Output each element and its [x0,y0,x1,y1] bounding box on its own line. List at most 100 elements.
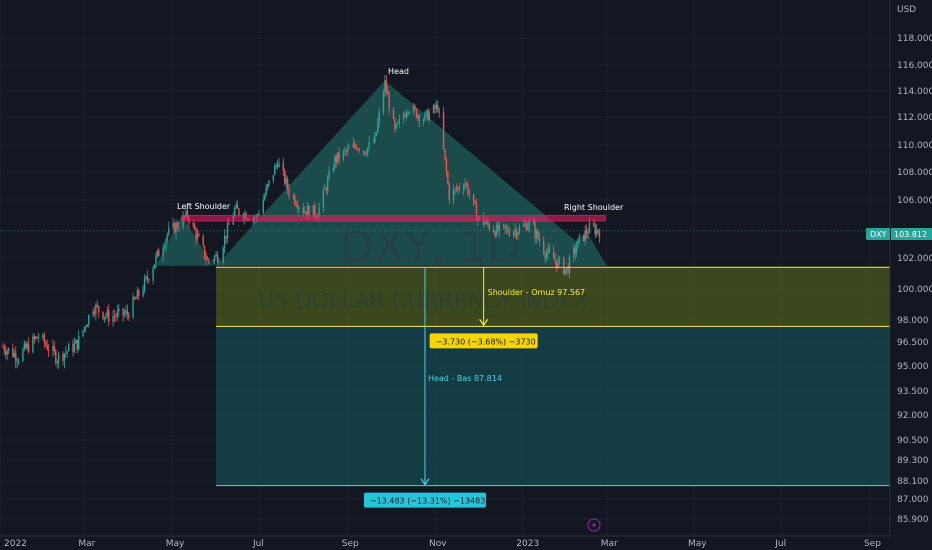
candle-body [77,335,80,350]
candle-body [56,362,58,364]
time-tick-label: 2023 [516,539,539,549]
candle-body [152,268,154,281]
candle-body [322,189,325,208]
candle-body [145,276,147,279]
candle-body [548,248,551,252]
candle-body [215,254,217,257]
candle-body [558,257,561,260]
candle-body [148,279,150,281]
time-axis-bg[interactable] [0,536,932,550]
candle-body [347,147,349,152]
price-tick-label: 92.000 [897,411,929,421]
candle-body [142,290,144,296]
symbol-tag-text: DXY [870,230,887,239]
candle-body [268,180,270,185]
candle-body [55,350,57,364]
watermark-subtitle: US DOLLAR CURRENCY INDEX [258,289,588,314]
candle-body [226,223,229,239]
candle-body [26,343,28,349]
time-tick-label: Mar [601,539,618,549]
candle-body [265,187,267,196]
candle-body [162,248,164,257]
shoulder-arrow-head [479,319,489,327]
neckline [181,214,606,222]
candle-body [502,224,505,226]
candle-body [276,164,279,168]
candle-body [575,247,578,254]
watermark-title: DXY, 1D [340,222,521,273]
candle-body [218,261,220,263]
candle-body [382,92,385,112]
candle-body [163,246,166,249]
candle-body [458,187,461,190]
candle-body [402,115,405,120]
candle-body [223,235,226,248]
candle-body [153,264,156,269]
candle-body [225,235,227,239]
symbol-watermark: DXY, 1D US DOLLAR CURRENCY INDEX [258,222,588,314]
lightning-icon[interactable] [587,518,601,532]
candle-body [103,316,106,319]
candle-body [305,211,307,215]
last-price-marker: DXY 103.812 [866,228,932,240]
candle-body [365,153,368,155]
price-tick-label: 93.500 [897,387,929,397]
candle-body [312,205,315,217]
candle-body [66,351,68,353]
candle-body [538,238,541,242]
price-tick-label: 98.000 [897,316,929,326]
candle-body [352,143,355,148]
candle-body [314,205,316,216]
candle-body [583,235,585,241]
candle-body [15,352,17,362]
candle-body [193,224,196,230]
candle-body [508,232,511,236]
head-measure-box [216,326,890,486]
candle-body [492,229,495,233]
candle-body [2,346,4,348]
candle-body [116,311,119,317]
candle-body [537,230,539,239]
candle-body [23,343,26,350]
candle-body [357,149,359,150]
candle-body [512,231,515,236]
price-axis-bg[interactable] [890,0,932,550]
candle-body [487,220,489,225]
candle-body [504,225,506,229]
candle-body [13,352,16,357]
time-tick-label: Sep [342,539,359,549]
candle-body [397,122,399,125]
candle-body [7,348,10,351]
candle-body [368,142,370,148]
candle-body [424,112,426,121]
candle-body [105,315,107,317]
candle-body [338,152,340,160]
candle-body [176,222,179,228]
shoulder-measure-label: Shoulder - Omuz 97.567 [488,288,585,297]
candle-body [358,149,360,151]
head-measure-label: Head - Bas 87.814 [428,374,502,383]
candle-body [125,310,127,314]
candle-body [445,158,448,173]
candle-body [285,178,287,184]
candle-body [367,147,369,154]
candle-body [304,211,306,214]
candle-body [417,115,419,118]
candle-body [25,343,27,349]
candle-body [385,80,388,92]
candle-body [46,344,48,350]
candle-body [375,132,378,136]
candle-body [485,220,488,224]
candle-body [166,234,169,240]
price-tick-label: 110.000 [897,141,932,151]
candle-body [155,255,157,265]
candle-body [37,337,40,339]
candlestick-series [2,74,601,370]
candle-body [518,226,521,233]
candle-body [36,336,38,339]
candle-body [288,188,290,196]
candle-body [92,311,94,315]
candle-body [587,233,589,234]
candle-body [447,172,449,184]
